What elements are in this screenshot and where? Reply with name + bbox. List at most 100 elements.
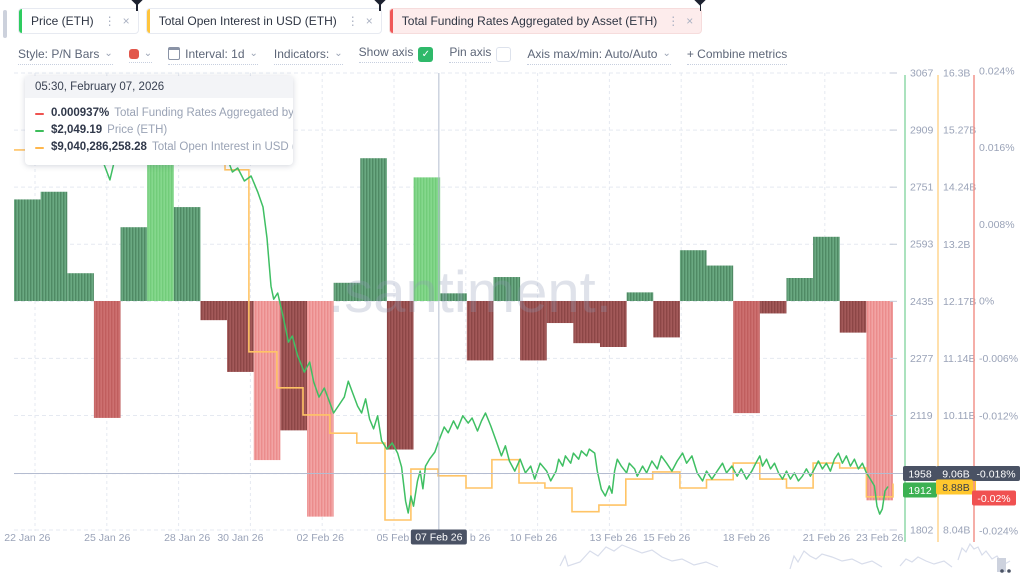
funding-rate-tick-label: 0.008%: [979, 219, 1015, 231]
funding-bar[interactable]: [466, 301, 494, 361]
funding-bar[interactable]: [200, 301, 228, 321]
tab-accent-bar: [389, 9, 393, 33]
indicators-dropdown[interactable]: Indicators: ⌄: [273, 47, 343, 65]
kebab-menu-icon[interactable]: ⋮: [346, 14, 359, 28]
funding-bar[interactable]: [67, 273, 94, 301]
show-axis-toggle[interactable]: Show axis ✓: [358, 45, 434, 66]
calendar-icon: [168, 47, 181, 60]
pin-handle-icon[interactable]: [694, 0, 706, 12]
pin-handle-icon[interactable]: [374, 0, 386, 12]
chart-toolbar: Style: P/N Bars ⌄ ⌄ Interval: 1d ⌄ Indic…: [18, 45, 788, 66]
price-line[interactable]: [93, 140, 889, 515]
tab-price-eth[interactable]: Price (ETH) ⋮ ×: [18, 0, 143, 34]
pin-handle-icon[interactable]: [131, 0, 143, 12]
funding-bar[interactable]: [253, 301, 281, 461]
style-dropdown[interactable]: Style: P/N Bars ⌄: [18, 47, 113, 65]
funding-bar[interactable]: [759, 301, 787, 314]
tab-funding-rates[interactable]: Total Funding Rates Aggregated by Asset …: [388, 0, 706, 34]
axis-badge: 9.06B: [942, 468, 969, 480]
close-icon[interactable]: ×: [686, 14, 694, 28]
funding-bar[interactable]: [573, 301, 600, 344]
axis-maxmin-dropdown[interactable]: Axis max/min: Auto/Auto ⌄: [527, 46, 671, 65]
funding-bar[interactable]: [14, 199, 41, 301]
chevron-down-icon: ⌄: [334, 47, 343, 59]
tooltip-row-open-interest: $9,040,286,258.28 Total Open Interest in…: [35, 139, 293, 156]
funding-bar[interactable]: [307, 301, 334, 517]
show-axis-checkbox[interactable]: ✓: [418, 46, 434, 62]
combine-metrics-button[interactable]: + Combine metrics: [686, 47, 788, 65]
open-interest-tick-label: 8.04B: [943, 525, 970, 537]
color-swatch-dropdown[interactable]: ⌄: [128, 47, 153, 63]
funding-bar[interactable]: [440, 293, 467, 301]
funding-bar[interactable]: [360, 158, 387, 301]
interval-dropdown[interactable]: Interval: 1d ⌄: [168, 47, 258, 65]
open-interest-value: $9,040,286,258.28: [51, 141, 147, 153]
funding-bar[interactable]: [786, 278, 814, 301]
funding-bar[interactable]: [93, 301, 121, 418]
metric-tabs: Price (ETH) ⋮ × Total Open Interest in U…: [18, 0, 706, 34]
x-tick-label: 21 Feb 26: [803, 532, 850, 544]
funding-value: 0.000937%: [51, 107, 110, 119]
tab-label: Price (ETH): [31, 14, 94, 28]
funding-bar[interactable]: [333, 282, 361, 301]
hover-tooltip: 05:30, February 07, 2026 0.000937% Total…: [25, 76, 293, 165]
tab-label: Total Open Interest in USD (ETH): [158, 14, 337, 28]
funding-bar[interactable]: [679, 250, 707, 301]
pin-axis-checkbox[interactable]: [496, 46, 512, 62]
kebab-menu-icon[interactable]: ⋮: [103, 14, 116, 28]
x-tick-label: 30 Jan 26: [217, 532, 263, 544]
funding-bar[interactable]: [653, 301, 680, 338]
funding-bar[interactable]: [173, 207, 201, 301]
funding-bar[interactable]: [546, 301, 574, 324]
tab-open-interest[interactable]: Total Open Interest in USD (ETH) ⋮ ×: [145, 0, 386, 34]
axis-badge: -0.018%: [976, 468, 1015, 480]
open-interest-tick-label: 14.24B: [943, 181, 976, 193]
funding-bar[interactable]: [733, 301, 760, 414]
axis-maxmin-label: Axis max/min: Auto/Auto: [527, 46, 658, 61]
open-interest-tick-label: 15.27B: [943, 124, 976, 136]
x-tick-label: 18 Feb 26: [723, 532, 770, 544]
x-tick-label: 13 Feb 26: [590, 532, 637, 544]
funding-rate-tick-label: -0.006%: [979, 353, 1018, 365]
pin-axis-toggle[interactable]: Pin axis: [449, 45, 512, 66]
x-tick-label: 23 Feb 26: [856, 532, 903, 544]
funding-rate-tick-label: 0.024%: [979, 66, 1015, 78]
pin-axis-label: Pin axis: [449, 45, 492, 63]
funding-bars: [14, 146, 893, 517]
funding-bar[interactable]: [706, 265, 734, 301]
funding-bar[interactable]: [839, 301, 867, 333]
close-icon[interactable]: ×: [365, 14, 373, 28]
navigator-handle[interactable]: [997, 558, 1006, 572]
x-tick-label: 15 Feb 26: [643, 532, 690, 544]
funding-bar[interactable]: [120, 227, 148, 301]
price-tick-label: 3067: [910, 68, 934, 80]
tab-label: Total Funding Rates Aggregated by Asset …: [401, 14, 658, 28]
open-interest-label: Total Open Interest in USD (ETH): [151, 141, 293, 153]
navigator-sparkline: [789, 550, 883, 570]
funding-bar[interactable]: [40, 191, 68, 301]
funding-bar[interactable]: [227, 301, 254, 372]
funding-bar[interactable]: [866, 301, 893, 501]
funding-bar[interactable]: [600, 301, 627, 347]
funding-bar[interactable]: [813, 236, 840, 301]
open-interest-axis: 16.3B 15.27B 14.24B 13.2B 12.17B 11.14B 10.11B…: [936, 68, 976, 542]
open-interest-line[interactable]: [14, 147, 894, 521]
left-scrollbar[interactable]: [3, 10, 7, 38]
axis-badge: -0.02%: [977, 493, 1010, 505]
funding-bar[interactable]: [626, 292, 654, 301]
funding-bar[interactable]: [413, 177, 441, 301]
funding-bar[interactable]: [493, 277, 521, 301]
funding-bar[interactable]: [386, 301, 414, 450]
close-icon[interactable]: ×: [122, 14, 130, 28]
navigator-sparkline: [559, 544, 719, 568]
open-interest-tick-label: 13.2B: [943, 239, 970, 251]
funding-bar[interactable]: [147, 146, 174, 301]
price-tick-label: 2435: [910, 296, 934, 308]
funding-bar[interactable]: [520, 301, 547, 361]
navigator-strip[interactable]: [559, 542, 1011, 573]
kebab-menu-icon[interactable]: ⋮: [667, 14, 680, 28]
chevron-down-icon: ⌄: [143, 47, 153, 59]
x-tick-label: 22 Jan 26: [4, 532, 50, 544]
